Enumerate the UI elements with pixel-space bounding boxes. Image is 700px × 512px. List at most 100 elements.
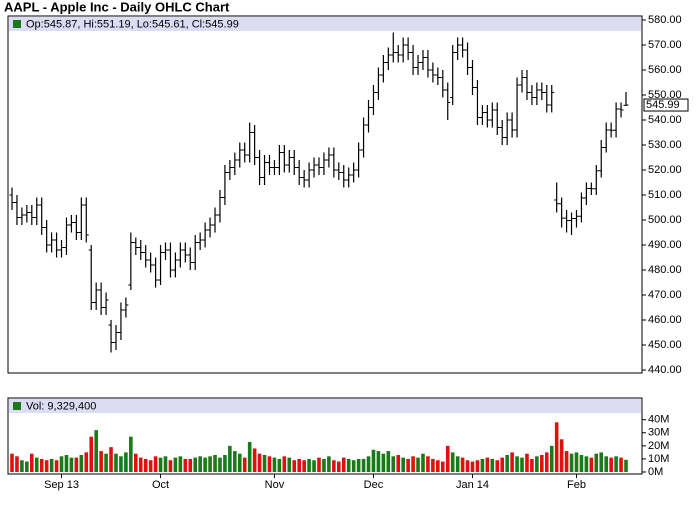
- volume-header: [9, 399, 641, 413]
- volume-bar: [282, 456, 287, 472]
- volume-bar: [544, 452, 549, 472]
- chart-title: AAPL - Apple Inc - Daily OHLC Chart: [4, 0, 230, 14]
- volume-bar: [203, 457, 207, 472]
- volume-bar: [277, 458, 282, 472]
- volume-bar: [233, 451, 237, 472]
- volume-bar: [574, 452, 579, 472]
- x-tick-label: Dec: [364, 479, 384, 491]
- volume-bar: [252, 448, 257, 472]
- volume-bar: [242, 457, 247, 472]
- volume-bar: [470, 461, 475, 472]
- volume-bar: [401, 457, 405, 472]
- volume-bar: [158, 457, 163, 472]
- volume-bar: [564, 451, 569, 472]
- volume-bar: [505, 455, 509, 472]
- volume-bar: [346, 458, 351, 472]
- volume-bar: [589, 457, 594, 472]
- y-tick-label: 580.00: [648, 14, 682, 26]
- volume-bar: [614, 456, 618, 472]
- volume-bar: [287, 457, 292, 472]
- x-tick-label: Sep 13: [44, 479, 79, 491]
- volume-bar: [69, 457, 74, 472]
- volume-bar: [525, 453, 529, 472]
- volume-bar: [143, 458, 148, 472]
- volume-bar: [604, 456, 608, 472]
- volume-bar: [228, 445, 232, 472]
- volume-bar: [79, 455, 84, 472]
- volume-legend: Vol: 9,329,400: [26, 400, 96, 412]
- volume-bar: [178, 456, 183, 472]
- volume-bar: [218, 457, 222, 472]
- volume-bar: [426, 456, 430, 472]
- volume-bar: [500, 457, 505, 472]
- last-price-label: 545.99: [646, 99, 680, 111]
- y-tick-label: 10M: [648, 453, 669, 465]
- volume-bar: [262, 455, 267, 472]
- volume-bar: [416, 457, 420, 472]
- volume-bar: [25, 461, 29, 472]
- volume-bar: [213, 455, 217, 472]
- volume-bar: [198, 456, 202, 472]
- x-tick-label: Nov: [265, 479, 285, 491]
- volume-bar: [530, 458, 534, 472]
- volume-panel: [7, 397, 643, 475]
- legend-swatch: [13, 20, 21, 28]
- volume-bar: [267, 456, 272, 472]
- y-tick-label: 30M: [648, 427, 669, 439]
- volume-bar: [297, 458, 301, 472]
- y-tick-label: 540.00: [648, 114, 682, 126]
- volume-bar: [129, 436, 133, 472]
- volume-bar: [337, 461, 341, 472]
- volume-bar: [465, 460, 470, 472]
- volume-bar: [49, 458, 54, 472]
- y-tick-label: 520.00: [648, 164, 682, 176]
- y-tick-label: 570.00: [648, 39, 682, 51]
- volume-bar: [436, 460, 440, 472]
- price-header: [9, 17, 641, 31]
- volume-bar: [138, 457, 143, 472]
- volume-bar: [44, 460, 49, 472]
- volume-bar: [490, 458, 495, 472]
- volume-bar: [109, 447, 113, 472]
- volume-bar: [317, 457, 321, 472]
- volume-bar: [237, 453, 242, 472]
- volume-bar: [257, 453, 262, 472]
- volume-bar: [163, 456, 168, 472]
- y-tick-label: 440.00: [648, 364, 682, 376]
- volume-bar: [520, 457, 524, 472]
- volume-bar: [153, 456, 158, 472]
- volume-bar: [104, 453, 108, 472]
- volume-bar: [34, 457, 39, 472]
- legend-swatch: [13, 402, 21, 410]
- volume-bar: [173, 457, 178, 472]
- volume-bar: [114, 453, 118, 472]
- volume-bar: [327, 456, 331, 472]
- volume-bar: [356, 458, 361, 472]
- volume-bar: [579, 455, 584, 472]
- volume-bar: [59, 456, 64, 472]
- volume-bar: [584, 456, 589, 472]
- volume-bar: [540, 455, 544, 472]
- volume-bar: [411, 456, 415, 472]
- y-tick-label: 470.00: [648, 289, 682, 301]
- volume-bar: [421, 453, 425, 472]
- volume-bar: [515, 456, 519, 472]
- volume-bar: [119, 456, 123, 472]
- volume-bar: [619, 457, 623, 472]
- volume-bar: [450, 452, 455, 472]
- volume-bar: [480, 458, 485, 472]
- volume-bar: [460, 457, 465, 472]
- volume-bar: [332, 460, 336, 472]
- volume-bar: [431, 458, 435, 472]
- volume-bar: [183, 458, 188, 472]
- volume-bar: [440, 461, 445, 472]
- volume-bar: [485, 457, 490, 472]
- volume-bar: [30, 453, 34, 472]
- volume-bar: [124, 452, 128, 472]
- volume-bar: [609, 457, 613, 472]
- volume-bar: [99, 451, 103, 472]
- volume-bar: [341, 457, 346, 472]
- volume-bar: [594, 453, 599, 472]
- volume-bar: [445, 445, 450, 472]
